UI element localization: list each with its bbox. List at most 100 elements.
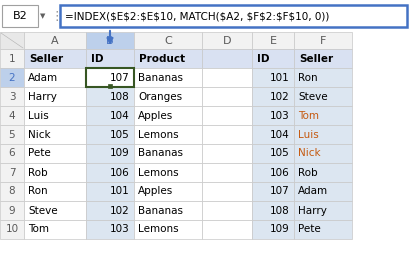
Text: Rob: Rob xyxy=(28,168,47,178)
Bar xyxy=(252,32,293,49)
Bar xyxy=(0,163,24,182)
Text: C: C xyxy=(164,35,171,45)
Bar xyxy=(0,201,24,220)
Text: F: F xyxy=(319,35,326,45)
Text: Tom: Tom xyxy=(297,111,318,121)
Text: 10: 10 xyxy=(5,225,18,234)
Text: Seller: Seller xyxy=(298,53,332,63)
Text: 105: 105 xyxy=(110,130,130,140)
Text: 106: 106 xyxy=(110,168,130,178)
Text: Ron: Ron xyxy=(297,72,317,82)
Text: Product: Product xyxy=(139,53,185,63)
Bar xyxy=(252,87,293,106)
Text: B: B xyxy=(106,35,114,45)
Text: Harry: Harry xyxy=(28,91,57,102)
Bar xyxy=(86,87,134,106)
Text: Lemons: Lemons xyxy=(138,168,178,178)
Text: Bananas: Bananas xyxy=(138,149,182,159)
Bar xyxy=(202,125,252,144)
Bar xyxy=(24,68,86,87)
Bar xyxy=(202,144,252,163)
Bar xyxy=(60,5,406,27)
Bar xyxy=(293,87,351,106)
Bar xyxy=(252,163,293,182)
Text: =INDEX($E$2:$E$10, MATCH($A2, $F$2:$F$10, 0)): =INDEX($E$2:$E$10, MATCH($A2, $F$2:$F$10… xyxy=(65,11,328,21)
Bar xyxy=(293,220,351,239)
Text: 109: 109 xyxy=(110,149,130,159)
Text: ID: ID xyxy=(256,53,269,63)
Text: Apples: Apples xyxy=(138,187,173,197)
Bar xyxy=(252,144,293,163)
Text: Harry: Harry xyxy=(297,206,326,216)
Bar xyxy=(252,220,293,239)
Bar xyxy=(134,32,202,49)
Text: 7: 7 xyxy=(9,168,15,178)
Text: 1: 1 xyxy=(9,53,15,63)
Bar xyxy=(86,49,134,68)
Bar xyxy=(24,87,86,106)
Bar xyxy=(24,49,86,68)
Text: Lemons: Lemons xyxy=(138,130,178,140)
Bar xyxy=(134,163,202,182)
Bar xyxy=(86,201,134,220)
Text: Pete: Pete xyxy=(28,149,51,159)
Bar xyxy=(0,125,24,144)
Bar xyxy=(86,106,134,125)
Bar xyxy=(202,68,252,87)
Text: Luis: Luis xyxy=(28,111,49,121)
Bar xyxy=(252,125,293,144)
Bar xyxy=(134,220,202,239)
Text: B2: B2 xyxy=(13,11,27,21)
Bar xyxy=(202,49,252,68)
Bar xyxy=(86,32,134,49)
Bar xyxy=(252,49,293,68)
Text: 107: 107 xyxy=(270,187,289,197)
Bar xyxy=(293,201,351,220)
Bar xyxy=(134,144,202,163)
Text: 108: 108 xyxy=(270,206,289,216)
Text: Ron: Ron xyxy=(28,187,47,197)
Text: Steve: Steve xyxy=(28,206,58,216)
Bar xyxy=(134,182,202,201)
Bar xyxy=(202,163,252,182)
Bar xyxy=(24,106,86,125)
Text: Luis: Luis xyxy=(297,130,318,140)
Bar xyxy=(86,144,134,163)
Bar xyxy=(86,68,134,87)
Text: 6: 6 xyxy=(9,149,15,159)
Text: 106: 106 xyxy=(270,168,289,178)
Bar xyxy=(202,106,252,125)
Text: Nick: Nick xyxy=(297,149,320,159)
Text: D: D xyxy=(222,35,231,45)
Text: Nick: Nick xyxy=(28,130,50,140)
Bar xyxy=(252,201,293,220)
Bar xyxy=(0,68,24,87)
Text: 102: 102 xyxy=(110,206,130,216)
Bar xyxy=(293,49,351,68)
Text: Pete: Pete xyxy=(297,225,320,234)
Text: 2: 2 xyxy=(9,72,15,82)
Text: 101: 101 xyxy=(110,187,130,197)
Bar xyxy=(252,182,293,201)
Text: Tom: Tom xyxy=(28,225,49,234)
Bar xyxy=(86,220,134,239)
Bar xyxy=(24,125,86,144)
Bar xyxy=(0,182,24,201)
Text: Rob: Rob xyxy=(297,168,317,178)
Text: 8: 8 xyxy=(9,187,15,197)
Text: 102: 102 xyxy=(270,91,289,102)
Text: Apples: Apples xyxy=(138,111,173,121)
Bar xyxy=(202,32,252,49)
Bar xyxy=(134,68,202,87)
Text: 9: 9 xyxy=(9,206,15,216)
Text: A: A xyxy=(51,35,58,45)
Bar xyxy=(293,32,351,49)
Text: Bananas: Bananas xyxy=(138,72,182,82)
Bar xyxy=(2,5,38,27)
Bar xyxy=(24,182,86,201)
Text: 105: 105 xyxy=(270,149,289,159)
Bar xyxy=(202,87,252,106)
Text: 108: 108 xyxy=(110,91,130,102)
Text: ▼: ▼ xyxy=(40,13,45,19)
Text: ID: ID xyxy=(91,53,103,63)
